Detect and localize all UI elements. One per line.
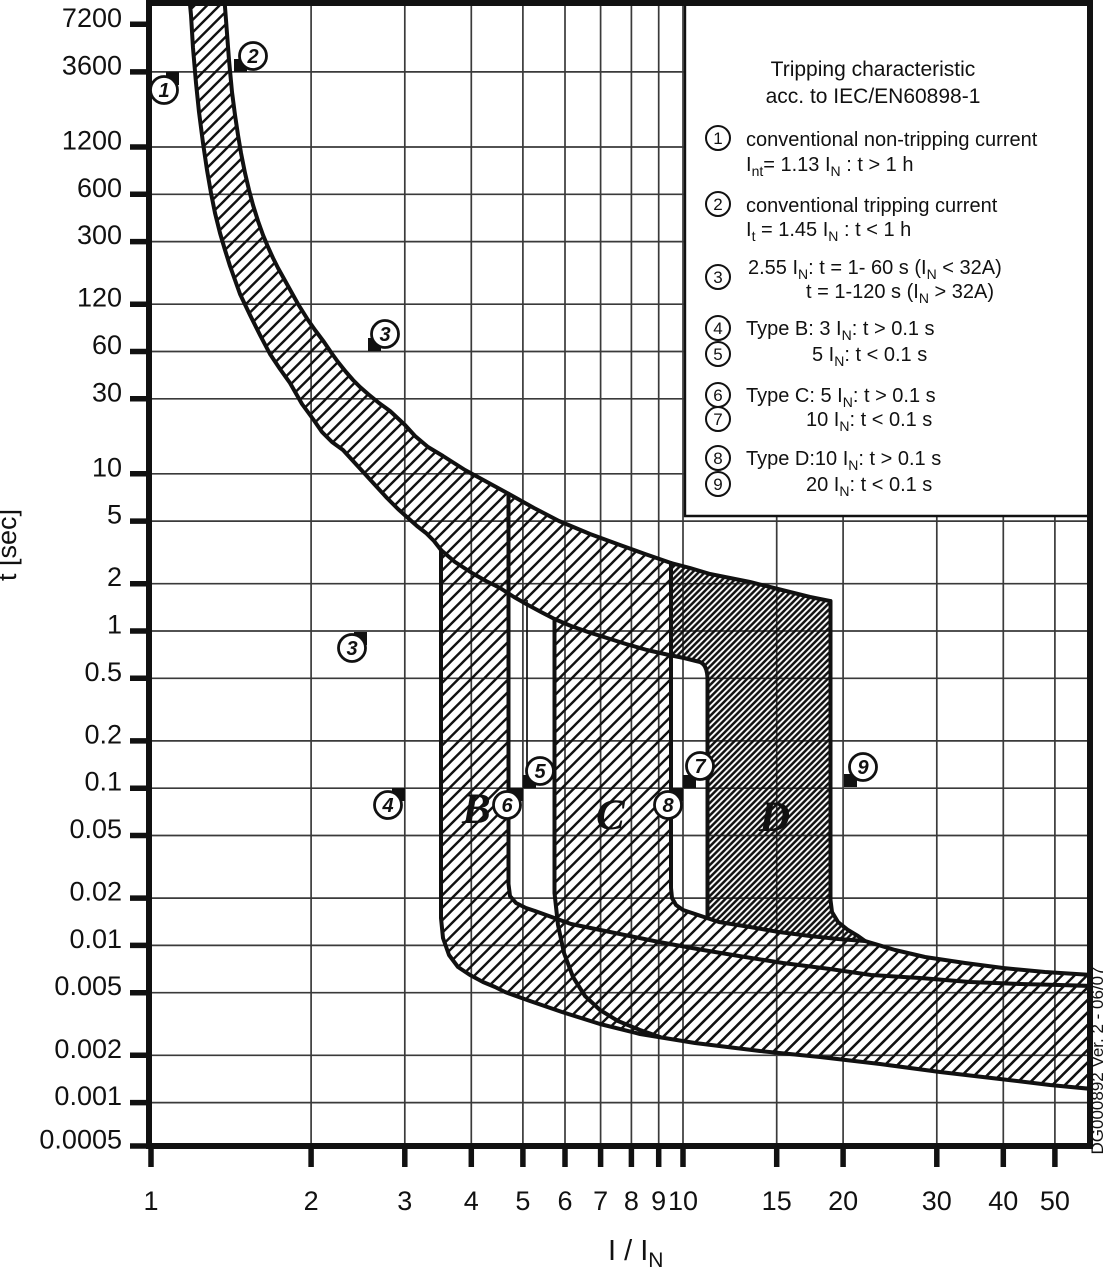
svg-text:t [sec]: t [sec] (0, 509, 22, 581)
svg-text:10: 10 (668, 1186, 698, 1216)
svg-text:0.5: 0.5 (84, 657, 122, 687)
svg-text:D: D (758, 794, 790, 841)
svg-text:3: 3 (397, 1186, 412, 1216)
svg-text:B: B (461, 786, 491, 833)
svg-text:30: 30 (922, 1186, 952, 1216)
svg-text:300: 300 (77, 220, 122, 250)
svg-text:2.55 IN: t = 1- 60 s (IN < 32A: 2.55 IN: t = 1- 60 s (IN < 32A) (748, 257, 1002, 282)
svg-text:1: 1 (158, 80, 169, 102)
svg-text:1200: 1200 (62, 126, 122, 156)
svg-text:Type D:10 IN: t > 0.1 s: Type D:10 IN: t > 0.1 s (746, 448, 941, 473)
svg-text:5 IN: t < 0.1 s: 5 IN: t < 0.1 s (812, 344, 927, 369)
svg-text:4: 4 (713, 319, 722, 338)
svg-text:Tripping characteristic: Tripping characteristic (771, 58, 976, 81)
svg-text:10: 10 (92, 452, 122, 482)
svg-text:Type B: 3 IN: t > 0.1 s: Type B: 3 IN: t > 0.1 s (746, 318, 935, 343)
svg-text:conventional tripping current: conventional tripping current (746, 195, 998, 217)
svg-text:0.01: 0.01 (69, 924, 122, 954)
svg-text:60: 60 (92, 330, 122, 360)
svg-text:30: 30 (92, 377, 122, 407)
svg-text:15: 15 (762, 1186, 792, 1216)
svg-text:1: 1 (713, 129, 722, 148)
svg-text:9: 9 (857, 757, 869, 779)
svg-text:0.05: 0.05 (69, 814, 122, 844)
svg-text:50: 50 (1040, 1186, 1070, 1216)
svg-text:6: 6 (713, 386, 722, 405)
svg-text:2: 2 (713, 195, 722, 214)
svg-text:5: 5 (713, 345, 722, 364)
svg-text:40: 40 (988, 1186, 1018, 1216)
svg-text:2: 2 (304, 1186, 319, 1216)
svg-text:2: 2 (107, 562, 122, 592)
svg-text:1: 1 (107, 610, 122, 640)
svg-text:5: 5 (515, 1186, 530, 1216)
svg-text:9: 9 (651, 1186, 666, 1216)
svg-text:5: 5 (107, 500, 122, 530)
svg-text:6: 6 (501, 795, 513, 817)
svg-text:2: 2 (246, 46, 258, 68)
svg-text:6: 6 (557, 1186, 572, 1216)
svg-text:DG000892 Ver. 2 - 06/07: DG000892 Ver. 2 - 06/07 (1088, 966, 1107, 1154)
svg-text:0.02: 0.02 (69, 877, 122, 907)
svg-text:8: 8 (662, 795, 674, 817)
svg-text:0.005: 0.005 (54, 971, 122, 1001)
svg-text:3600: 3600 (62, 50, 122, 80)
svg-text:3: 3 (346, 638, 357, 660)
svg-text:20 IN: t < 0.1 s: 20 IN: t < 0.1 s (806, 474, 932, 499)
svg-text:C: C (596, 792, 626, 839)
svg-text:7: 7 (694, 756, 706, 778)
svg-text:0.1: 0.1 (84, 767, 122, 797)
svg-text:0.002: 0.002 (54, 1034, 122, 1064)
svg-text:120: 120 (77, 283, 122, 313)
svg-text:4: 4 (464, 1186, 479, 1216)
svg-text:8: 8 (713, 449, 722, 468)
svg-text:0.2: 0.2 (84, 719, 122, 749)
svg-text:9: 9 (713, 475, 722, 494)
svg-text:It = 1.45 IN : t < 1 h: It = 1.45 IN : t < 1 h (746, 219, 911, 244)
svg-text:20: 20 (828, 1186, 858, 1216)
svg-text:3: 3 (713, 268, 722, 287)
svg-text:10 IN: t < 0.1 s: 10 IN: t < 0.1 s (806, 409, 932, 434)
svg-text:1: 1 (143, 1186, 158, 1216)
svg-text:600: 600 (77, 173, 122, 203)
svg-text:Type C: 5 IN: t > 0.1 s: Type C: 5 IN: t > 0.1 s (746, 385, 936, 410)
svg-text:7: 7 (593, 1186, 608, 1216)
svg-text:Int= 1.13 IN : t > 1 h: Int= 1.13 IN : t > 1 h (746, 154, 913, 179)
svg-text:5: 5 (534, 761, 546, 783)
svg-text:0.0005: 0.0005 (39, 1125, 122, 1155)
svg-text:acc. to IEC/EN60898-1: acc. to IEC/EN60898-1 (766, 85, 981, 108)
svg-text:0.001: 0.001 (54, 1081, 122, 1111)
svg-text:7200: 7200 (62, 3, 122, 33)
svg-text:conventional non-tripping curr: conventional non-tripping current (746, 129, 1038, 151)
svg-text:t = 1-120 s (IN > 32A): t = 1-120 s (IN > 32A) (806, 281, 994, 306)
svg-text:8: 8 (624, 1186, 639, 1216)
svg-text:4: 4 (381, 795, 393, 817)
svg-text:7: 7 (713, 410, 722, 429)
svg-text:3: 3 (379, 324, 390, 346)
